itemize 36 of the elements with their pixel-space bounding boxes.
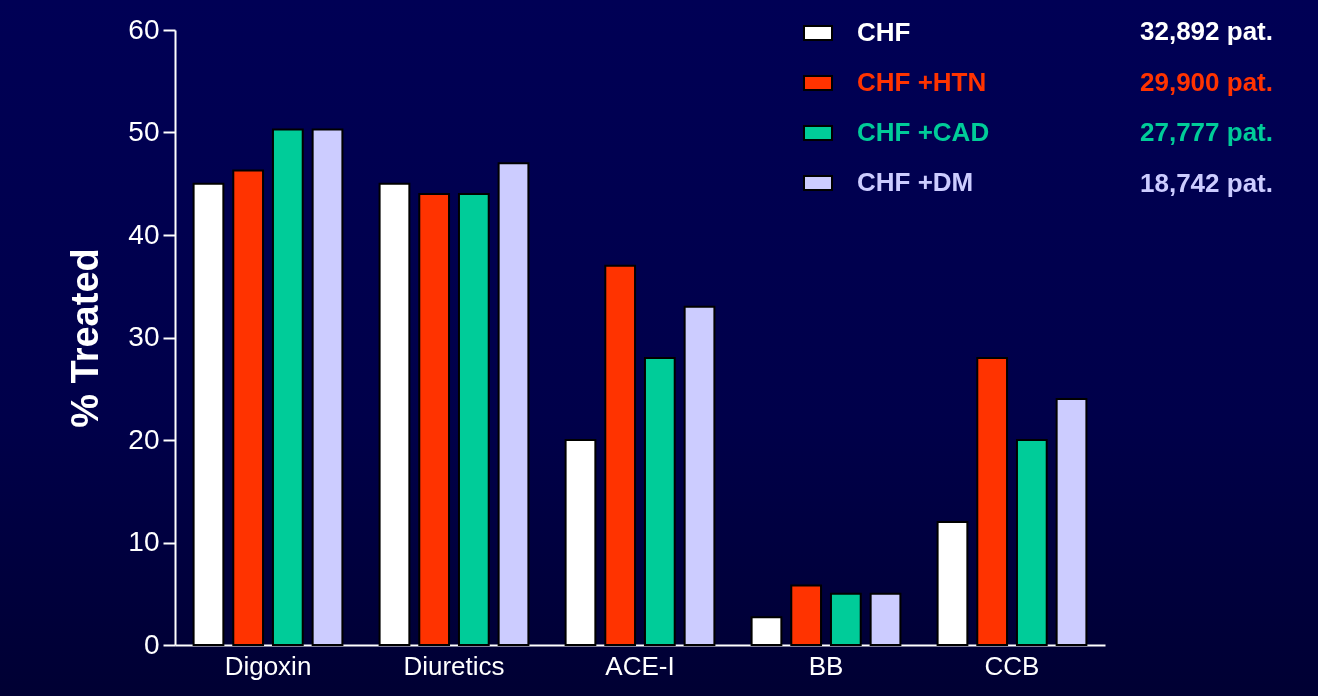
legend-label: CHF +DM	[857, 167, 974, 197]
y-tick-label: 30	[128, 321, 160, 352]
legend-label: CHF	[857, 17, 911, 47]
x-tick-label: CCB	[984, 650, 1040, 681]
x-tick-label: BB	[808, 650, 844, 681]
bar	[869, 592, 902, 646]
y-tick-label: 50	[128, 116, 160, 147]
bar	[232, 169, 265, 646]
bar	[497, 162, 530, 646]
bar	[643, 357, 676, 646]
y-axis-title: % Treated	[64, 248, 107, 428]
legend-label: CHF +HTN	[857, 67, 987, 97]
x-tick-label: Diuretics	[403, 650, 505, 681]
y-tick-label: 0	[143, 628, 160, 660]
legend-label: CHF +CAD	[857, 117, 990, 147]
text: 27,777 pat.	[1140, 117, 1273, 147]
x-tick-label: ACE-I	[605, 650, 675, 681]
text: 29,900 pat.	[1140, 66, 1273, 97]
bar	[829, 592, 862, 646]
bar	[976, 357, 1009, 646]
y-tick-label: 10	[128, 526, 160, 557]
y-tick-label: 20	[128, 423, 160, 455]
bar	[271, 128, 304, 646]
y-tick-label: 60	[128, 13, 160, 45]
y-tick-label: 40	[128, 218, 160, 250]
x-tick-label: Digoxin	[224, 650, 312, 681]
bar	[457, 193, 490, 646]
bar	[790, 584, 823, 646]
bar	[1015, 439, 1048, 646]
bar	[604, 264, 637, 646]
bar	[418, 193, 451, 646]
bar	[311, 128, 344, 646]
bar	[683, 305, 716, 646]
text: 32,892 pat.	[1140, 16, 1273, 46]
text: 18,742 pat.	[1140, 167, 1273, 198]
bar	[1055, 398, 1088, 646]
